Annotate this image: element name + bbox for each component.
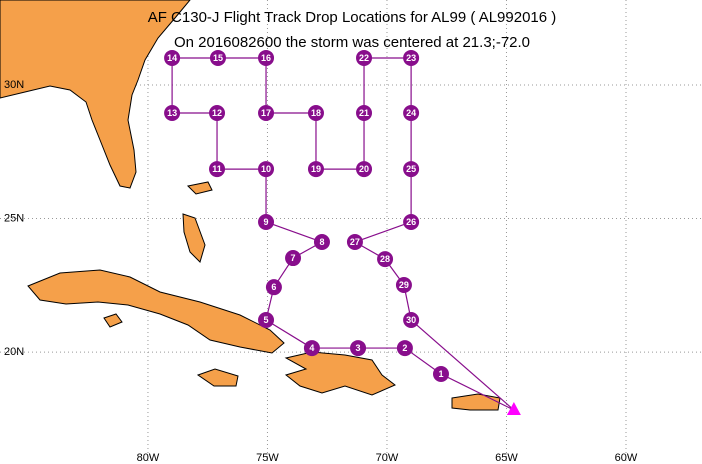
drop-point	[350, 340, 367, 357]
drop-point	[395, 277, 412, 294]
drop-label: 16	[261, 53, 271, 63]
drop-label: 1	[438, 369, 443, 379]
drop-label: 9	[264, 217, 269, 227]
drop-point	[346, 234, 363, 251]
drop-label: 11	[212, 164, 222, 174]
drop-label: 18	[311, 108, 321, 118]
drop-label: 12	[212, 108, 222, 118]
drop-label: 3	[356, 343, 361, 353]
drop-label: 17	[261, 108, 271, 118]
drop-label: 13	[167, 108, 177, 118]
x-tick-label: 80W	[137, 452, 160, 464]
land	[0, 0, 501, 411]
track-segment	[265, 319, 313, 349]
drop-point	[403, 104, 420, 121]
drop-point	[313, 234, 330, 251]
drop-point	[396, 340, 413, 357]
drop-point	[209, 104, 226, 121]
track-segment	[265, 221, 323, 243]
drop-point	[164, 104, 181, 121]
cuba	[27, 269, 285, 354]
drop-point	[285, 250, 302, 267]
isla-juventud	[103, 313, 123, 328]
drop-label: 10	[261, 164, 271, 174]
x-tick-label: 75W	[256, 452, 279, 464]
map-subtitle: On 2016082600 the storm was centered at …	[174, 34, 530, 51]
drop-point	[265, 279, 282, 296]
drop-point	[303, 340, 320, 357]
drop-point	[258, 104, 275, 121]
y-tick-label: 25N	[4, 212, 24, 224]
hispaniola	[284, 351, 396, 396]
drop-label: 24	[406, 108, 416, 118]
drop-label: 23	[406, 53, 416, 63]
drop-label: 22	[359, 53, 369, 63]
y-tick-label: 20N	[4, 346, 24, 358]
drop-point	[356, 49, 373, 66]
map-title: AF C130-J Flight Track Drop Locations fo…	[148, 9, 557, 26]
drop-label: 6	[271, 282, 276, 292]
x-tick-label: 70W	[376, 452, 399, 464]
drop-point	[403, 49, 420, 66]
x-tick-label: 65W	[495, 452, 518, 464]
drop-label: 29	[399, 280, 409, 290]
drop-label: 8	[319, 237, 324, 247]
puerto-rico	[451, 393, 501, 411]
drop-point	[209, 49, 226, 66]
drop-label: 14	[167, 53, 177, 63]
drop-label: 15	[213, 53, 223, 63]
drop-point	[432, 365, 449, 382]
drop-point	[258, 312, 275, 329]
bahamas-north	[186, 181, 213, 195]
storm-marker	[506, 402, 521, 416]
drop-point	[258, 49, 275, 66]
track-segment	[354, 221, 412, 243]
drop-point	[356, 161, 373, 178]
drop-label: 27	[350, 237, 360, 247]
drop-point	[307, 104, 324, 121]
x-tick-label: 60W	[615, 452, 638, 464]
drop-point	[307, 161, 324, 178]
drop-point	[164, 49, 181, 66]
drop-label: 4	[309, 343, 314, 353]
drop-label: 25	[406, 164, 416, 174]
drop-point	[258, 213, 275, 230]
drop-point	[403, 161, 420, 178]
track-segment	[410, 319, 515, 411]
track-segment	[440, 373, 515, 411]
drop-point	[403, 213, 420, 230]
drop-label: 28	[380, 254, 390, 264]
drop-label: 20	[359, 164, 369, 174]
drop-label: 5	[264, 315, 269, 325]
drop-label: 19	[311, 164, 321, 174]
drop-label: 30	[406, 315, 416, 325]
drop-point	[403, 312, 420, 329]
andros	[182, 213, 206, 263]
drop-label: 2	[402, 343, 407, 353]
drop-point	[377, 251, 394, 268]
jamaica	[196, 368, 239, 387]
drop-point	[258, 161, 275, 178]
drop-label: 26	[406, 217, 416, 227]
drop-label: 7	[291, 253, 296, 263]
y-tick-label: 30N	[4, 79, 24, 91]
drop-label: 21	[359, 108, 369, 118]
drop-point	[356, 104, 373, 121]
us-coast	[0, 0, 191, 189]
drop-point	[209, 161, 226, 178]
